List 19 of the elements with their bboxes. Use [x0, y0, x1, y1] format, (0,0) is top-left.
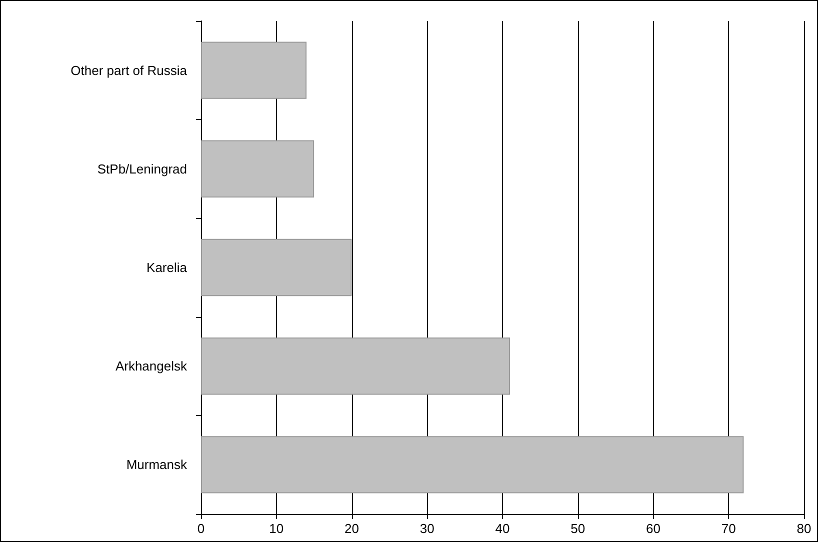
bar [201, 338, 510, 395]
y-tick-label: Arkhangelsk [115, 358, 188, 374]
x-tick-label: 20 [344, 521, 359, 536]
x-tick-label: 50 [570, 521, 586, 536]
x-tick-label: 10 [269, 521, 284, 536]
bar [201, 436, 744, 494]
x-tick-label: 0 [197, 521, 205, 536]
bar [201, 140, 314, 198]
x-tick-label: 60 [646, 521, 660, 536]
x-tick-label: 80 [796, 521, 812, 536]
x-tick-label: 40 [495, 521, 510, 536]
y-tick-label: Murmansk [126, 457, 188, 472]
x-tick-label: 70 [721, 521, 736, 536]
y-tick-label: Karelia [146, 260, 188, 275]
y-tick-label: Other part of Russia [70, 62, 188, 78]
bar [201, 238, 352, 296]
y-tick-label: StPb/Leningrad [97, 161, 187, 176]
x-tick-label: 30 [420, 521, 434, 536]
bar [201, 42, 307, 99]
